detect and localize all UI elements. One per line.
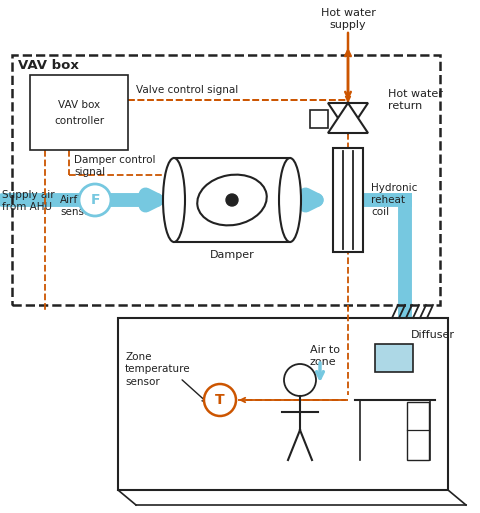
Ellipse shape <box>163 158 185 242</box>
Text: controller: controller <box>54 115 104 126</box>
Text: Air to
zone: Air to zone <box>310 345 340 367</box>
Circle shape <box>226 194 238 206</box>
Text: Damper control
signal: Damper control signal <box>74 155 156 177</box>
FancyBboxPatch shape <box>375 344 413 372</box>
Circle shape <box>284 364 316 396</box>
FancyBboxPatch shape <box>30 75 128 150</box>
Text: Supply air
from AHU: Supply air from AHU <box>2 190 55 212</box>
Text: Hot water
return: Hot water return <box>388 89 443 111</box>
Text: Hydronic
reheat
coil: Hydronic reheat coil <box>371 183 418 218</box>
Ellipse shape <box>197 174 267 225</box>
Text: F: F <box>90 193 100 207</box>
Circle shape <box>204 384 236 416</box>
Text: Hot water
supply: Hot water supply <box>321 8 375 30</box>
Text: T: T <box>215 393 225 407</box>
Text: Valve control signal: Valve control signal <box>136 85 238 95</box>
Text: VAV box: VAV box <box>18 59 79 72</box>
Text: Airflow
sensor: Airflow sensor <box>60 195 96 217</box>
Text: VAV box: VAV box <box>58 100 100 109</box>
FancyBboxPatch shape <box>407 402 429 460</box>
Polygon shape <box>328 103 368 133</box>
FancyBboxPatch shape <box>174 158 290 242</box>
Text: Zone
temperature
sensor: Zone temperature sensor <box>125 352 191 387</box>
Polygon shape <box>328 103 368 133</box>
FancyBboxPatch shape <box>333 148 363 252</box>
FancyBboxPatch shape <box>310 110 328 128</box>
FancyBboxPatch shape <box>118 318 448 490</box>
Text: Diffuser: Diffuser <box>411 330 455 340</box>
Circle shape <box>79 184 111 216</box>
Text: Damper: Damper <box>210 250 254 260</box>
Ellipse shape <box>279 158 301 242</box>
